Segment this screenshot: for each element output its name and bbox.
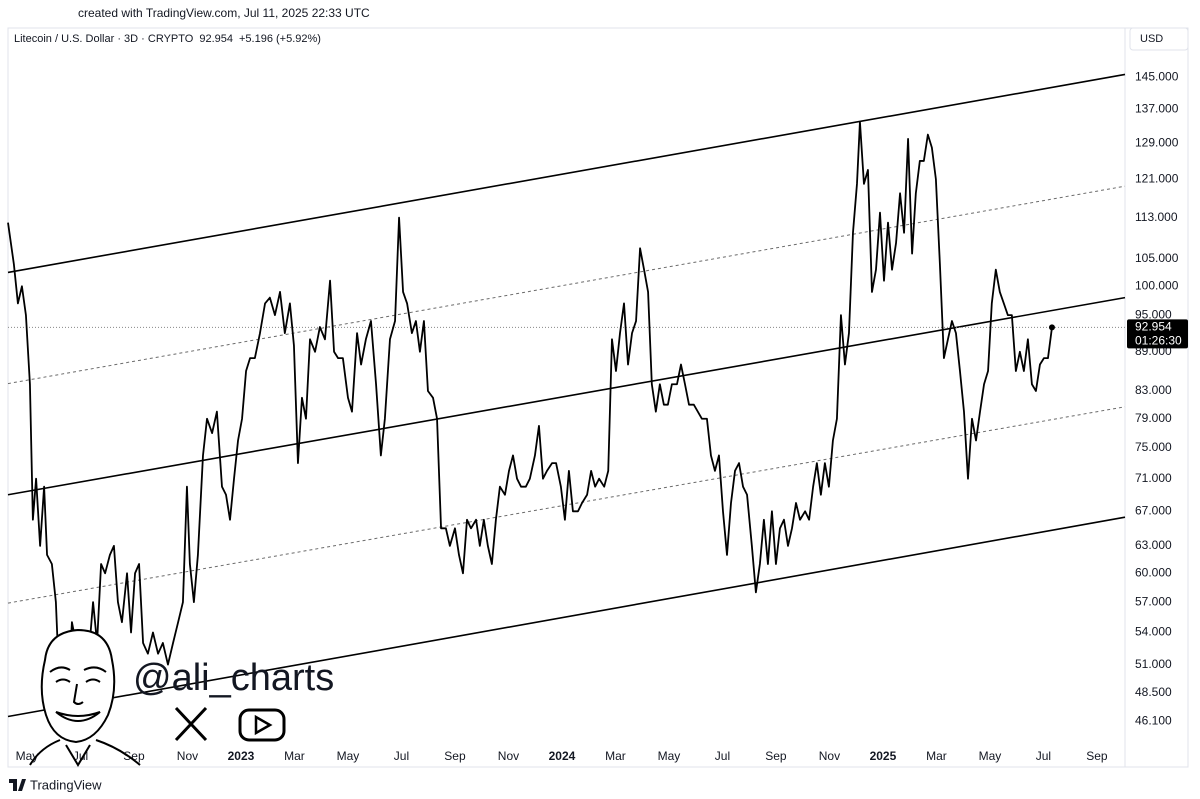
last-point — [1048, 324, 1055, 331]
x-tick-label: Mar — [284, 749, 305, 763]
x-tick-label: Sep — [765, 749, 787, 763]
x-tick-label: Nov — [819, 749, 840, 763]
y-tick-label: 105.000 — [1135, 251, 1179, 265]
y-tick-label: 121.000 — [1135, 171, 1179, 185]
x-tick-label: 2024 — [549, 749, 576, 763]
y-tick-label: 137.000 — [1135, 102, 1179, 116]
x-tick-label: Mar — [926, 749, 947, 763]
chart-frame — [7, 27, 1189, 768]
y-tick-label: 48.500 — [1135, 685, 1172, 699]
watermark-handle: @ali_charts — [133, 657, 334, 699]
price-line-series — [7, 120, 1053, 700]
x-tick-label: Sep — [123, 749, 145, 763]
x-tick-label: Sep — [444, 749, 466, 763]
y-tick-label: 71.000 — [1135, 471, 1172, 485]
y-tick-label: 100.000 — [1135, 278, 1179, 292]
y-tick-label: 75.000 — [1135, 440, 1172, 454]
y-tick-label: 51.000 — [1135, 657, 1172, 671]
symbol: Litecoin / U.S. Dollar · 3D · CRYPTO — [14, 33, 194, 45]
x-logo — [174, 706, 208, 742]
channel-line — [7, 296, 1126, 496]
currency[interactable]: USD — [1140, 33, 1163, 45]
y-tick-label: 63.000 — [1135, 538, 1172, 552]
y-tick-label: 83.000 — [1135, 383, 1172, 397]
y-tick-label: 60.000 — [1135, 565, 1172, 579]
y-tick-label: 57.000 — [1135, 594, 1172, 608]
x-tick-label: 2025 — [870, 749, 897, 763]
created-note: created with TradingView.com, Jul 11, 20… — [78, 6, 370, 20]
x-tick-label: May — [979, 749, 1002, 763]
tradingview-logo — [9, 779, 26, 791]
x-tick-label: Nov — [177, 749, 198, 763]
price-box-countdown: 01:26:30 — [1135, 334, 1182, 348]
currency-box[interactable] — [1129, 27, 1189, 51]
x-tick-label: Jul — [1036, 749, 1051, 763]
last-price: 92.954 — [199, 33, 233, 45]
y-tick-label: 129.000 — [1135, 135, 1179, 149]
x-tick-label: Nov — [498, 749, 519, 763]
y-tick-label: 113.000 — [1135, 210, 1178, 224]
y-tick-label: 95.000 — [1135, 307, 1172, 321]
x-tick-label: 2023 — [228, 749, 255, 763]
x-tick-label: Mar — [605, 749, 626, 763]
price-change: +5.196 (+5.92%) — [239, 33, 321, 45]
y-tick-label: 67.000 — [1135, 503, 1172, 517]
symbol-line: Litecoin / U.S. Dollar · 3D · CRYPTO 92.9… — [14, 33, 321, 45]
avatar — [29, 628, 141, 767]
channel-line — [7, 73, 1126, 274]
footer-brand: TradingView — [30, 777, 102, 792]
x-tick-label: May — [16, 749, 39, 763]
x-tick-label: Jul — [715, 749, 730, 763]
youtube-logo — [238, 708, 286, 742]
price-box — [1127, 319, 1188, 349]
x-tick-label: Sep — [1086, 749, 1108, 763]
y-tick-label: 79.000 — [1135, 411, 1172, 425]
x-tick-label: May — [658, 749, 681, 763]
y-tick-label: 54.000 — [1135, 625, 1172, 639]
y-tick-label: 145.000 — [1135, 70, 1179, 84]
plot-area: 145.000 137.000 129.000 121.000 113.000 105.0… — [7, 70, 1188, 763]
x-tick-label: May — [337, 749, 360, 763]
x-tick-label: Jul — [394, 749, 409, 763]
y-tick-label: 46.100 — [1135, 714, 1172, 728]
channel-line — [7, 516, 1126, 718]
price-box-value: 92.954 — [1135, 320, 1172, 334]
